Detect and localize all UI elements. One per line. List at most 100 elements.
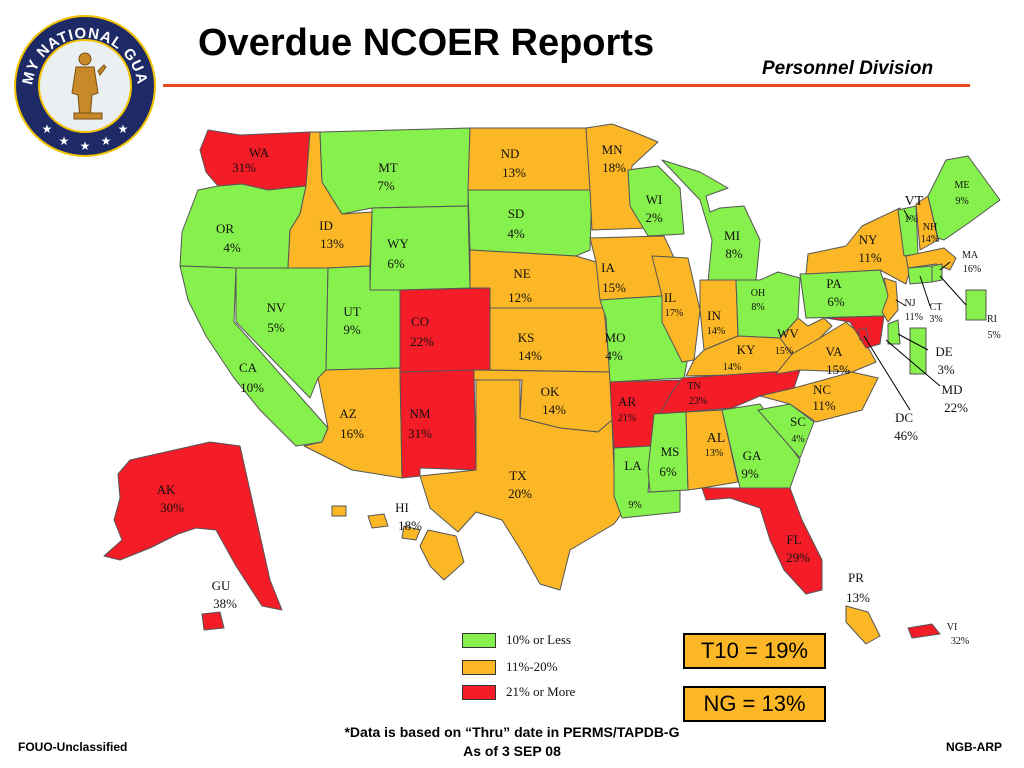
label-ca-pct: 10% bbox=[240, 380, 264, 395]
state-ak bbox=[103, 441, 283, 611]
label-sc-pct: 4% bbox=[791, 434, 804, 445]
legend-item-high: 21% or More bbox=[462, 683, 575, 701]
svg-text:★: ★ bbox=[42, 122, 53, 136]
label-wi-pct: 2% bbox=[645, 210, 663, 225]
label-sd-pct: 4% bbox=[507, 226, 525, 241]
label-nh-abbr: NH bbox=[923, 222, 937, 233]
label-mn-pct: 18% bbox=[602, 160, 626, 175]
state-wy bbox=[369, 205, 471, 291]
label-ne-pct: 12% bbox=[508, 290, 532, 305]
svg-text:★: ★ bbox=[101, 134, 112, 148]
leader-lines bbox=[863, 209, 967, 411]
label-ri-abbr: RI bbox=[987, 314, 997, 325]
label-nv-abbr: NV bbox=[267, 300, 286, 315]
label-vt-abbr: VT bbox=[905, 194, 924, 209]
state-pa bbox=[799, 269, 891, 319]
label-nh-pct: 14% bbox=[921, 234, 939, 245]
state-ks bbox=[489, 307, 611, 373]
label-wv-pct: 15% bbox=[775, 346, 793, 357]
label-ct-abbr: CT bbox=[930, 302, 943, 313]
state-nj bbox=[881, 277, 899, 323]
label-ri-pct: 5% bbox=[987, 330, 1000, 341]
svg-text:★: ★ bbox=[80, 139, 91, 153]
state-ri-box bbox=[965, 289, 987, 321]
legend-label-low: 10% or Less bbox=[506, 632, 571, 647]
label-dc-abbr: DC bbox=[895, 410, 913, 425]
label-ma-abbr: MA bbox=[962, 250, 979, 261]
label-nc-pct: 11% bbox=[812, 398, 836, 413]
state-de bbox=[887, 319, 901, 345]
label-md-pct: 22% bbox=[944, 400, 968, 415]
label-pr-abbr: PR bbox=[848, 570, 864, 585]
state-ri bbox=[931, 263, 943, 283]
label-hi-abbr: HI bbox=[395, 500, 409, 515]
as-of-date: As of 3 SEP 08 bbox=[463, 743, 561, 759]
label-tx-pct: 20% bbox=[508, 486, 532, 501]
state-ca bbox=[179, 265, 329, 447]
label-il-pct: 17% bbox=[665, 308, 683, 319]
state-nd bbox=[467, 127, 593, 191]
label-gu-pct: 38% bbox=[213, 596, 237, 611]
division-label: Personnel Division bbox=[762, 58, 934, 79]
state-mi bbox=[661, 159, 761, 283]
label-ms-pct: 6% bbox=[659, 464, 677, 479]
label-mo-pct: 4% bbox=[605, 348, 623, 363]
label-wy-pct: 6% bbox=[387, 256, 405, 271]
label-ok-pct: 14% bbox=[542, 402, 566, 417]
label-oh-abbr: OH bbox=[751, 288, 765, 299]
label-tn-pct: 23% bbox=[689, 396, 707, 407]
label-fl-abbr: FL bbox=[786, 532, 801, 547]
label-wi-abbr: WI bbox=[646, 192, 663, 207]
state-fl bbox=[701, 487, 823, 595]
legend-item-mid: 11%-20% bbox=[462, 658, 558, 676]
state-ms bbox=[647, 411, 689, 493]
label-ga-abbr: GA bbox=[743, 448, 762, 463]
label-oh-pct: 8% bbox=[751, 302, 764, 313]
classification-label: FOUO-Unclassified bbox=[18, 740, 128, 754]
label-ak-abbr: AK bbox=[157, 482, 176, 497]
label-co-abbr: CO bbox=[411, 314, 429, 329]
label-va-abbr: VA bbox=[825, 344, 843, 359]
state-ga bbox=[721, 403, 801, 489]
legend-item-low: 10% or Less bbox=[462, 631, 571, 649]
label-co-pct: 22% bbox=[410, 334, 434, 349]
label-ca-abbr: CA bbox=[239, 360, 258, 375]
state-al bbox=[685, 409, 739, 491]
state-tn bbox=[659, 369, 801, 415]
state-de-box bbox=[909, 327, 927, 375]
label-ut-pct: 9% bbox=[343, 322, 361, 337]
svg-text:★: ★ bbox=[59, 134, 70, 148]
state-hi-big bbox=[419, 529, 465, 581]
state-or bbox=[179, 183, 307, 269]
label-nj-pct: 11% bbox=[905, 312, 923, 323]
page-title: Overdue NCOER Reports bbox=[198, 22, 655, 64]
label-vi-pct: 32% bbox=[951, 636, 969, 647]
label-ct-pct: 3% bbox=[929, 314, 942, 325]
label-ky-abbr: KY bbox=[737, 342, 756, 357]
svg-text:★: ★ bbox=[118, 122, 129, 136]
title-rule bbox=[163, 84, 970, 87]
ng-summary: NG = 13% bbox=[683, 686, 826, 722]
state-md bbox=[825, 315, 885, 349]
label-ms-abbr: MS bbox=[661, 444, 680, 459]
label-ok-abbr: OK bbox=[541, 384, 560, 399]
state-pr bbox=[845, 605, 881, 645]
label-al-pct: 13% bbox=[705, 448, 723, 459]
state-hi-oahu bbox=[367, 513, 389, 529]
label-la-pct: 9% bbox=[628, 500, 641, 511]
label-ny-abbr: NY bbox=[859, 232, 878, 247]
label-tn-abbr: TN bbox=[687, 381, 700, 392]
office-code: NGB-ARP bbox=[946, 740, 1002, 754]
label-il-abbr: IL bbox=[664, 290, 676, 305]
label-ks-abbr: KS bbox=[518, 330, 535, 345]
label-pa-pct: 6% bbox=[827, 294, 845, 309]
label-vi-abbr: VI bbox=[947, 622, 958, 633]
label-fl-pct: 29% bbox=[786, 550, 810, 565]
label-az-pct: 16% bbox=[340, 426, 364, 441]
army-national-guard-seal: ARMY NATIONAL GUARD ★ ★ ★ ★ ★ bbox=[14, 15, 156, 157]
state-vi bbox=[907, 623, 941, 639]
state-wi bbox=[627, 165, 685, 237]
label-pa-abbr: PA bbox=[826, 276, 842, 291]
label-ut-abbr: UT bbox=[343, 304, 360, 319]
